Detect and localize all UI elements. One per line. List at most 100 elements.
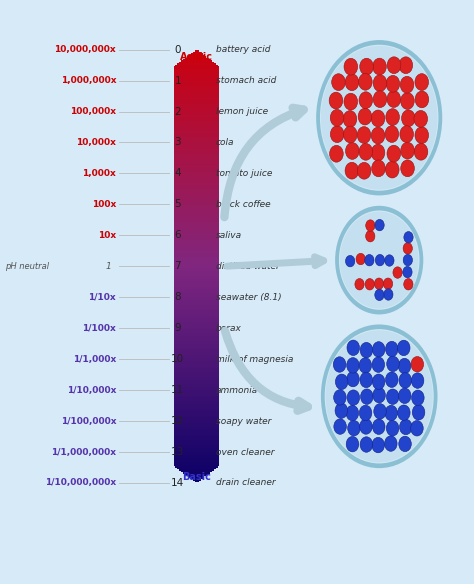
Bar bbox=[174, 328, 219, 329]
Bar bbox=[174, 291, 219, 293]
Text: seawater (8.1): seawater (8.1) bbox=[216, 293, 281, 302]
Bar bbox=[174, 176, 219, 178]
Bar bbox=[174, 173, 219, 175]
Bar bbox=[174, 141, 219, 143]
Circle shape bbox=[366, 220, 375, 231]
Text: 100,000x: 100,000x bbox=[70, 107, 116, 116]
Bar bbox=[174, 306, 219, 307]
Bar bbox=[174, 93, 219, 95]
Bar bbox=[174, 130, 219, 131]
Bar bbox=[174, 75, 219, 77]
Circle shape bbox=[373, 342, 385, 357]
Circle shape bbox=[404, 279, 413, 290]
Text: ammonia: ammonia bbox=[216, 385, 258, 395]
Bar bbox=[174, 394, 219, 395]
Bar bbox=[174, 137, 219, 138]
Bar bbox=[174, 300, 219, 302]
Bar bbox=[174, 412, 219, 413]
Circle shape bbox=[415, 127, 428, 144]
Circle shape bbox=[401, 160, 414, 177]
Bar bbox=[174, 444, 219, 446]
Bar bbox=[174, 255, 219, 257]
Bar bbox=[174, 126, 219, 127]
Bar bbox=[174, 225, 219, 227]
Bar bbox=[174, 248, 219, 250]
Bar bbox=[174, 223, 219, 224]
Circle shape bbox=[393, 267, 402, 278]
Bar bbox=[174, 133, 219, 134]
Circle shape bbox=[403, 266, 412, 278]
Bar bbox=[174, 215, 219, 217]
Bar bbox=[179, 470, 214, 471]
Bar bbox=[174, 368, 219, 370]
Circle shape bbox=[365, 231, 375, 242]
Bar bbox=[175, 65, 218, 66]
Bar bbox=[174, 68, 219, 69]
Circle shape bbox=[365, 279, 374, 290]
Bar bbox=[174, 373, 219, 374]
Circle shape bbox=[401, 142, 414, 159]
Bar bbox=[174, 209, 219, 211]
Bar bbox=[195, 50, 199, 52]
Circle shape bbox=[344, 126, 357, 143]
Bar bbox=[193, 52, 201, 53]
Bar bbox=[174, 392, 219, 394]
Bar bbox=[174, 138, 219, 140]
Text: 1,000x: 1,000x bbox=[82, 169, 116, 178]
Circle shape bbox=[386, 75, 400, 92]
Circle shape bbox=[383, 278, 392, 290]
Bar bbox=[174, 407, 219, 409]
Text: 10,000,000x: 10,000,000x bbox=[55, 45, 116, 54]
Circle shape bbox=[399, 388, 411, 404]
Bar bbox=[174, 449, 219, 450]
Text: 7: 7 bbox=[174, 261, 181, 272]
Bar bbox=[174, 391, 219, 392]
Bar bbox=[179, 62, 214, 63]
Bar bbox=[174, 241, 219, 242]
Bar bbox=[174, 277, 219, 279]
Bar bbox=[174, 294, 219, 296]
Circle shape bbox=[347, 340, 360, 356]
Bar bbox=[174, 220, 219, 221]
Circle shape bbox=[399, 57, 413, 74]
Circle shape bbox=[404, 232, 413, 243]
Bar bbox=[174, 206, 219, 208]
Bar bbox=[174, 253, 219, 254]
Text: 1: 1 bbox=[174, 75, 181, 86]
Circle shape bbox=[399, 373, 411, 388]
Bar bbox=[174, 401, 219, 403]
Bar bbox=[174, 406, 219, 407]
Bar bbox=[177, 468, 216, 470]
Bar bbox=[174, 231, 219, 232]
Circle shape bbox=[401, 110, 415, 127]
Bar bbox=[174, 274, 219, 276]
Circle shape bbox=[373, 75, 387, 92]
Bar bbox=[174, 417, 219, 419]
Bar bbox=[174, 343, 219, 345]
Bar bbox=[174, 422, 219, 423]
Bar bbox=[174, 336, 219, 338]
Circle shape bbox=[387, 356, 399, 371]
Bar bbox=[174, 357, 219, 358]
Bar bbox=[174, 429, 219, 430]
Bar bbox=[185, 474, 208, 475]
Bar bbox=[174, 303, 219, 305]
Bar bbox=[174, 342, 219, 343]
Circle shape bbox=[340, 211, 419, 308]
Bar bbox=[174, 230, 219, 231]
Bar bbox=[174, 144, 219, 145]
Bar bbox=[174, 270, 219, 272]
Bar bbox=[174, 371, 219, 373]
Bar bbox=[183, 472, 210, 474]
Bar bbox=[174, 156, 219, 157]
Bar bbox=[174, 348, 219, 349]
Circle shape bbox=[365, 255, 374, 266]
Bar bbox=[187, 475, 206, 477]
Text: 1/100,000x: 1/100,000x bbox=[61, 416, 116, 426]
Bar bbox=[174, 272, 219, 273]
Circle shape bbox=[335, 403, 347, 418]
Circle shape bbox=[375, 220, 384, 231]
Circle shape bbox=[385, 372, 398, 387]
Bar bbox=[174, 91, 219, 92]
Bar bbox=[174, 450, 219, 452]
